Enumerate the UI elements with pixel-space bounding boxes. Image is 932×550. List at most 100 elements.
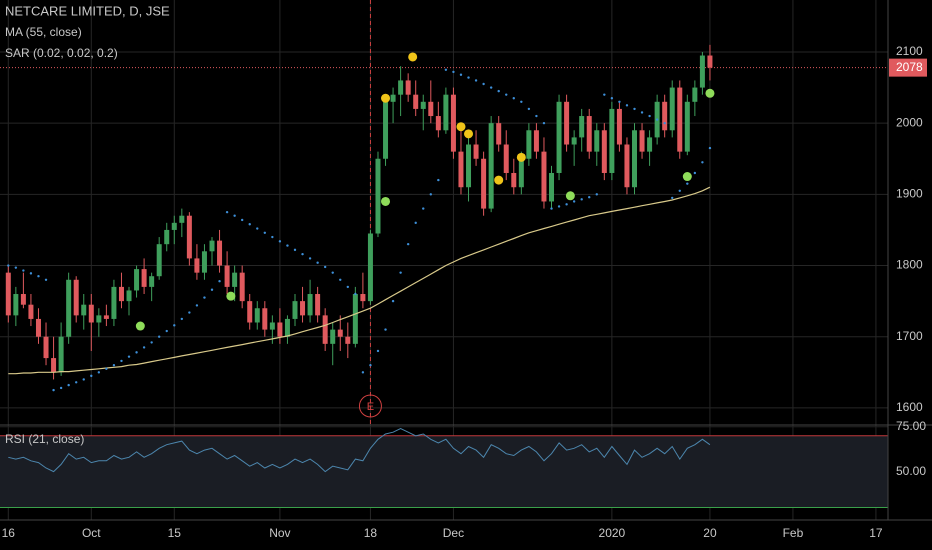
chart-title: NETCARE LIMITED, D, JSE [5, 3, 170, 18]
sar-dot [369, 364, 372, 367]
y-tick-label: 1800 [896, 258, 923, 272]
candle-body [420, 101, 426, 109]
candle-body [164, 229, 170, 245]
x-tick-label: Nov [269, 526, 290, 540]
candle-body [632, 130, 638, 188]
candle-body [609, 108, 615, 173]
sar-dot [693, 171, 697, 175]
sar-dot [218, 279, 221, 283]
candle-body [322, 315, 328, 344]
sar-dot [75, 381, 78, 384]
candle-body [209, 240, 215, 252]
candle-body [171, 222, 177, 230]
signal-marker [682, 172, 692, 182]
candle-body [337, 329, 343, 337]
candle-body [20, 294, 26, 305]
candle-body [134, 269, 140, 291]
signal-marker [408, 52, 418, 62]
ma-line [8, 186, 711, 375]
sar-dot [489, 86, 493, 89]
candle-body [503, 144, 509, 173]
candle-body [118, 286, 124, 302]
sar-dot [557, 205, 561, 208]
x-tick-label: Oct [82, 526, 101, 540]
sar-dot [22, 269, 25, 272]
sar-dot [429, 193, 432, 196]
candle-body [13, 294, 19, 316]
candle-body [88, 304, 94, 323]
sar-dot [452, 70, 455, 74]
signal-marker [494, 175, 504, 185]
candle-body [526, 130, 532, 159]
candle-body [73, 279, 79, 316]
candle-body [284, 318, 290, 337]
sar-dot [354, 292, 357, 296]
sar-dot [497, 89, 500, 93]
x-tick-label: 17 [869, 526, 883, 540]
candle-body [247, 301, 253, 323]
sar-dot [437, 178, 440, 182]
sar-dot [29, 272, 33, 275]
sar-dot [301, 252, 304, 256]
y-tick-label: 1900 [896, 187, 923, 201]
candle-body [149, 276, 155, 287]
candle-body [405, 80, 411, 95]
sar-dot [625, 104, 629, 107]
sar-dot [37, 275, 40, 278]
x-tick-label: 2020 [599, 526, 626, 540]
candle-body [571, 137, 577, 145]
x-tick-label: 16 [2, 526, 16, 540]
sar-dot [59, 386, 63, 390]
sar-dot [414, 221, 417, 225]
sar-dot [323, 265, 327, 269]
candle-body [201, 251, 207, 273]
candle-body [458, 151, 464, 188]
sar-dot [648, 114, 651, 118]
candle-body [179, 215, 185, 223]
rsi-band [0, 435, 888, 508]
candle-body [360, 294, 366, 302]
y-tick-label: 1700 [896, 329, 923, 343]
sar-dot [157, 335, 161, 338]
sar-dot [248, 223, 251, 226]
candle-body [549, 172, 555, 202]
marks: E [0, 0, 888, 508]
sar-dot [52, 388, 55, 392]
candle-body [684, 101, 690, 152]
sar-dot [105, 367, 108, 370]
y-tick-label: 2000 [896, 115, 923, 129]
sar-dot [467, 76, 470, 79]
sar-dot [406, 242, 410, 246]
candle-body [35, 318, 41, 337]
signal-marker [705, 88, 715, 98]
candle-body [616, 108, 622, 145]
candle-body [699, 55, 705, 88]
sar-dot [14, 266, 18, 269]
sar-dot [90, 374, 93, 378]
sar-dot [308, 257, 312, 260]
sar-dot [580, 198, 583, 201]
sar-dot [618, 100, 621, 104]
sar-dot [7, 264, 10, 267]
candle-body [450, 94, 456, 152]
ma-label: MA (55, close) [5, 25, 82, 39]
sar-dot [671, 196, 674, 200]
sar-dot [127, 355, 131, 358]
sar-dot [331, 271, 334, 274]
sar-dot [444, 68, 448, 71]
sar-dot [203, 296, 206, 299]
candle-body [473, 144, 479, 159]
candle-body [66, 279, 72, 337]
sar-dot [142, 346, 146, 349]
candle-body [194, 258, 200, 273]
candle-body [518, 158, 524, 188]
candle-body [239, 272, 245, 302]
sar-dot [165, 329, 168, 333]
x-tick-label: Dec [443, 526, 464, 540]
sar-dot [346, 285, 350, 289]
sar-dot [180, 317, 184, 321]
sar-dot [603, 93, 606, 96]
candle-body [277, 322, 283, 337]
x-tick-label: 15 [168, 526, 182, 540]
sar-dot [384, 328, 387, 331]
